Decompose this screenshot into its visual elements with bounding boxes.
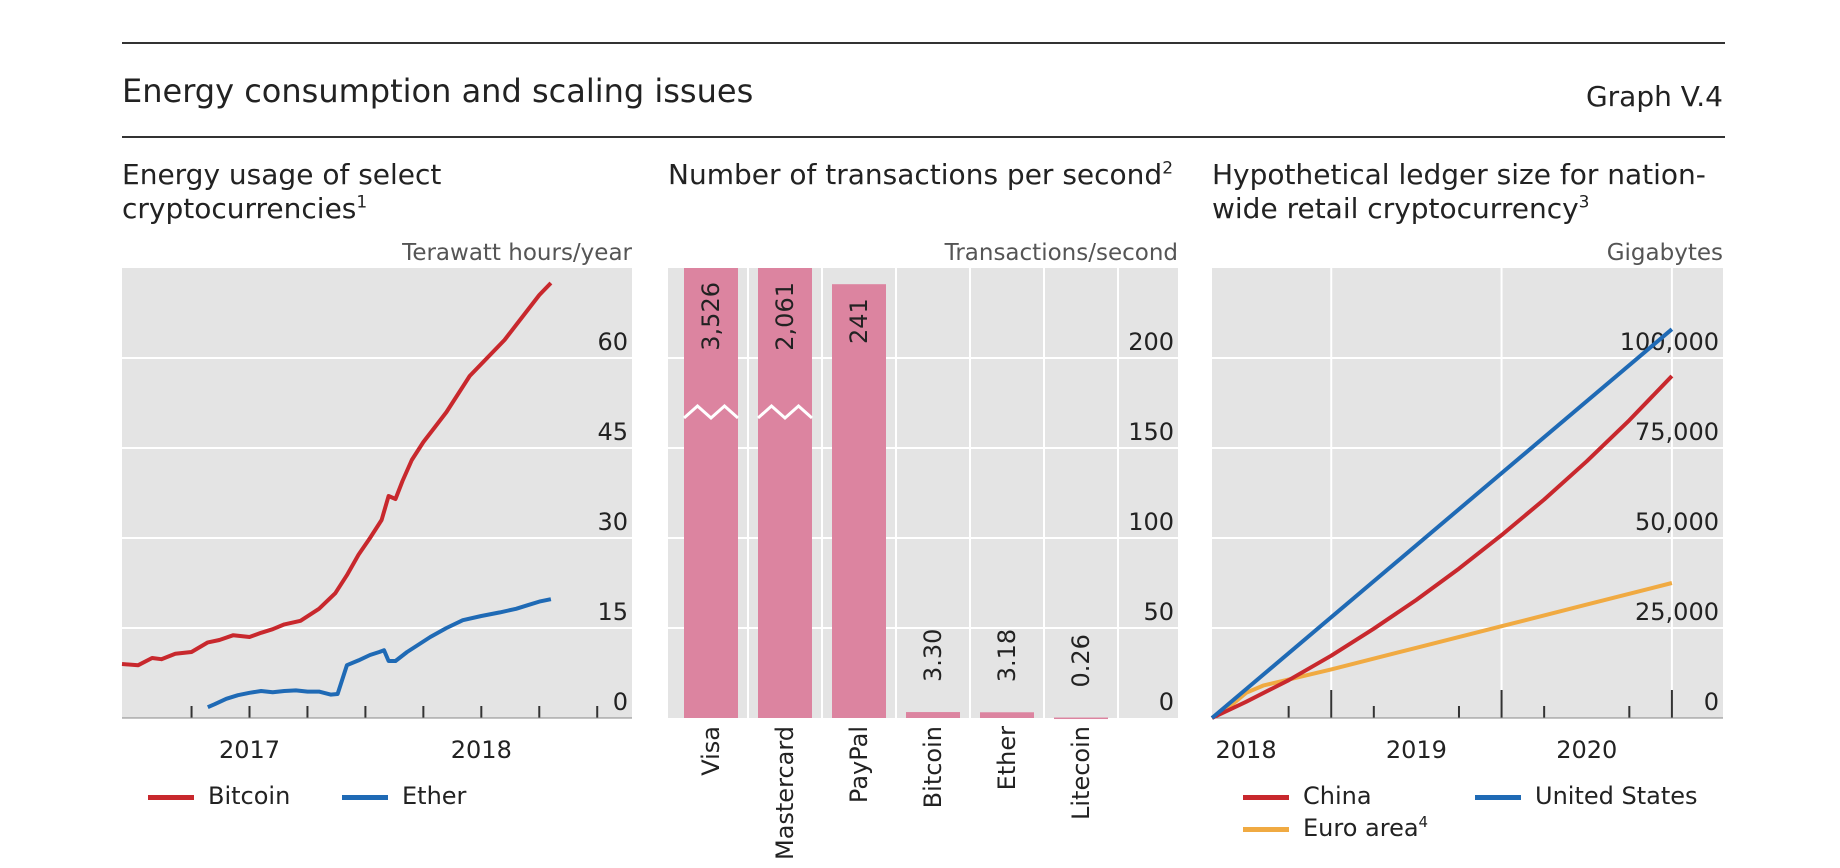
top-rule [122, 42, 1725, 44]
figure-title: Energy consumption and scaling issues [122, 72, 754, 110]
panel2-category-label: Bitcoin [919, 726, 947, 808]
panel2-bar-litecoin [1054, 717, 1108, 720]
panel1-y-tick-label: 45 [597, 418, 628, 446]
panel1-x-tick-label: 2017 [219, 736, 280, 764]
panel2-category-label: PayPal [845, 726, 873, 803]
panel2-unit-label: Transactions/second [944, 240, 1178, 266]
panel3-series-china [1211, 374, 1674, 720]
panel2-category-label: Litecoin [1067, 726, 1095, 820]
panel2-bar-paypal [832, 284, 886, 718]
panel2-category-label: Visa [697, 726, 725, 776]
panel2-title: Number of transactions per second2 [668, 158, 1174, 191]
ether-swatch [342, 794, 388, 800]
panel2-y-tick-label: 50 [1143, 598, 1174, 626]
panel1-y-tick-label: 60 [597, 328, 628, 356]
figure-number: Graph V.4 [1585, 80, 1723, 113]
panel2-data-label: 0.26 [1067, 634, 1095, 687]
panel1-title: Energy usage of select cryptocurrencies1 [122, 158, 442, 225]
euro-area-swatch [1243, 826, 1289, 832]
panel2-axis-break [757, 403, 813, 421]
panel2-y-tick-label: 200 [1128, 328, 1174, 356]
panel3-legend-united-states: United States [1475, 782, 1698, 810]
panel3-plot-area [1212, 268, 1723, 718]
panel1-x-tick-label: 2018 [451, 736, 512, 764]
panel3-title: Hypothetical ledger size for nation-wide… [1212, 158, 1706, 225]
bitcoin-swatch [148, 794, 194, 800]
united-states-swatch [1475, 794, 1521, 800]
panel1-legend-bitcoin: Bitcoin [148, 782, 290, 810]
panel2-axis-break [683, 403, 739, 421]
panel3-y-tick-label: 0 [1704, 688, 1719, 716]
panel3-legend-euro-area: Euro area4 [1243, 814, 1428, 842]
panel3-legend-china: China [1243, 782, 1372, 810]
china-swatch [1243, 794, 1289, 800]
panel3-x-tick-label: 2019 [1386, 736, 1447, 764]
panel3-series-united-states [1210, 327, 1674, 720]
panel1-y-tick-label: 15 [597, 598, 628, 626]
panel2-plot-area [668, 268, 1178, 718]
panel2-bar-bitcoin [906, 712, 960, 718]
panel3-x-tick-label: 2018 [1216, 736, 1277, 764]
panel2-bar-ether [980, 712, 1034, 718]
panel2-data-label: 2,061 [771, 282, 799, 351]
panel1-series-bitcoin [121, 281, 553, 668]
panel1-legend-ether: Ether [342, 782, 466, 810]
panel3-y-tick-label: 25,000 [1635, 598, 1719, 626]
panel3-unit-label: Gigabytes [1606, 240, 1723, 266]
panel2-data-label: 3.18 [993, 629, 1021, 682]
panel2-y-tick-label: 150 [1128, 418, 1174, 446]
panel2-bar-visa [684, 268, 738, 718]
panel3-y-tick-label: 50,000 [1635, 508, 1719, 536]
panel2-category-label: Ether [993, 726, 1021, 791]
panel3-y-tick-label: 75,000 [1635, 418, 1719, 446]
panel1-y-tick-label: 30 [597, 508, 628, 536]
panel2-category-label: Mastercard [771, 726, 799, 860]
panel2-data-label: 241 [845, 298, 873, 344]
panel1-y-tick-label: 0 [613, 688, 628, 716]
panel2-data-label: 3.30 [919, 629, 947, 682]
panel2-y-tick-label: 100 [1128, 508, 1174, 536]
panel3-x-tick-label: 2020 [1556, 736, 1617, 764]
panel2-bar-mastercard [758, 268, 812, 718]
panel1-unit-label: Terawatt hours/year [402, 240, 632, 266]
panel2-y-tick-label: 0 [1159, 688, 1174, 716]
panel3-series-euro-area [1210, 581, 1673, 720]
panel2-data-label: 3,526 [697, 282, 725, 351]
title-rule [122, 136, 1725, 138]
